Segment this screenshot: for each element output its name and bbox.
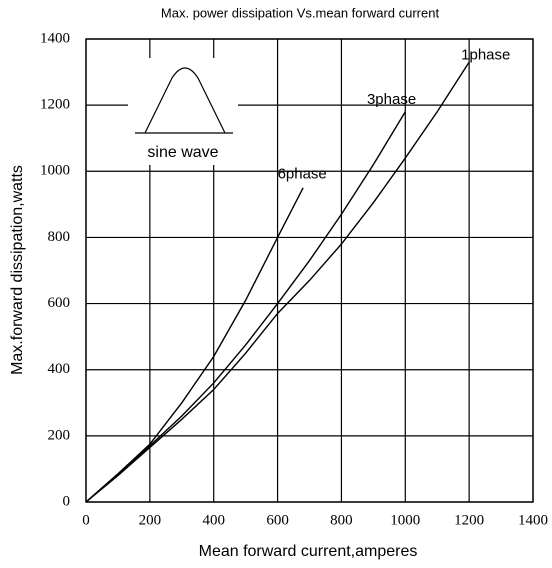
y-tick-label: 1000 <box>40 163 70 179</box>
annotation: sine wave <box>147 144 218 161</box>
y-tick-label: 1200 <box>40 97 70 113</box>
y-tick-label: 1400 <box>40 30 70 46</box>
x-tick-label: 1000 <box>390 512 420 528</box>
x-tick-label: 1400 <box>518 512 548 528</box>
series-label: 3phase <box>367 91 416 108</box>
chart-title: Max. power dissipation Vs.mean forward c… <box>161 5 440 20</box>
x-tick-label: 400 <box>202 512 225 528</box>
y-tick-label: 200 <box>48 427 71 443</box>
y-axis-label: Max.forward dissipation,watts <box>9 165 26 375</box>
series-line <box>85 111 406 503</box>
series-line <box>85 61 470 503</box>
series-label: 1phase <box>461 47 510 64</box>
x-axis-label: Mean forward current,amperes <box>199 543 418 560</box>
x-tick-label: 800 <box>330 512 353 528</box>
y-tick-label: 600 <box>48 295 71 311</box>
x-tick-label: 200 <box>139 512 162 528</box>
sine-icon <box>144 67 226 134</box>
x-tick-label: 0 <box>82 512 90 528</box>
series-label: 6phase <box>278 166 327 183</box>
y-tick-label: 0 <box>63 493 71 509</box>
x-tick-label: 600 <box>266 512 289 528</box>
plot-border <box>85 38 534 503</box>
y-tick-label: 800 <box>48 229 71 245</box>
x-tick-label: 1200 <box>454 512 484 528</box>
y-tick-label: 400 <box>48 361 71 377</box>
inset-box <box>128 58 238 165</box>
series-line <box>85 187 304 503</box>
